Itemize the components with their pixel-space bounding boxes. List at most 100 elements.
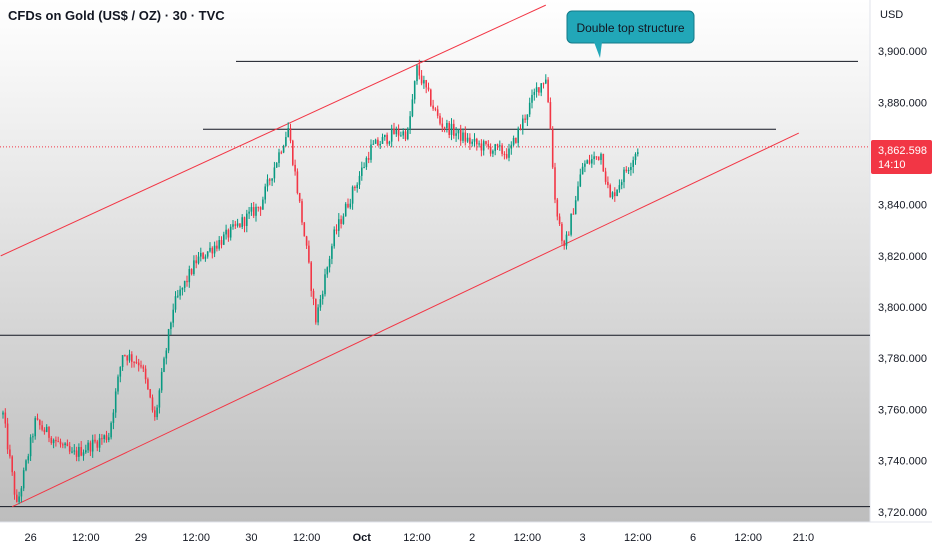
time-axis-background — [0, 522, 932, 550]
candle-body — [593, 156, 595, 160]
candle-body — [200, 252, 202, 257]
candle-body — [190, 269, 193, 275]
candle-body — [365, 158, 368, 168]
candle-body — [259, 207, 262, 210]
candle-body — [441, 123, 444, 128]
candle-body — [275, 162, 278, 168]
candle-body — [250, 207, 253, 212]
candle-body — [137, 362, 140, 366]
candle-body — [614, 192, 616, 197]
candle-body — [457, 129, 460, 134]
candle-body — [55, 439, 57, 442]
candle-body — [436, 109, 439, 116]
candle-body — [68, 446, 71, 452]
candle-body — [140, 365, 142, 367]
candle-body — [453, 123, 455, 136]
candle-body — [11, 456, 13, 473]
candle-body — [45, 426, 48, 433]
candle-body — [241, 217, 243, 227]
candle-body — [395, 129, 398, 135]
candle-body — [280, 152, 283, 154]
candle-body — [384, 134, 386, 138]
x-tick-label: 12:00 — [72, 532, 100, 544]
candle-body — [446, 123, 448, 128]
time-axis[interactable]: 26 12:00 29 12:00 30 12:00 Oct 12:00 2 12:00 3 12:0… — [24, 532, 814, 544]
candle-body — [386, 134, 388, 144]
double-top-callout[interactable]: Double top structure — [566, 10, 695, 58]
price-axis[interactable]: 3,900.000 3,880.000 3,840.000 3,820.000 3,80… — [878, 46, 927, 519]
candle-body — [407, 128, 409, 140]
candle-body — [57, 441, 59, 443]
candle-body — [188, 269, 191, 283]
candle-body — [163, 358, 165, 372]
candle-body — [94, 439, 96, 442]
x-tick-label: 21:0 — [793, 532, 814, 544]
candle-body — [630, 167, 632, 171]
candle-body — [600, 153, 602, 160]
candle-body — [430, 89, 432, 106]
candle-body — [310, 262, 312, 291]
candle-body — [584, 163, 586, 167]
callout-box[interactable] — [566, 10, 695, 44]
candle-body — [27, 456, 30, 461]
x-tick-label: 12:00 — [403, 532, 431, 544]
candle-body — [75, 450, 78, 457]
candle-body — [321, 294, 324, 300]
candle-body — [278, 152, 280, 163]
candle-body — [62, 444, 64, 446]
candle-body — [142, 366, 145, 369]
candle-body — [425, 80, 427, 88]
candle-body — [324, 274, 326, 295]
callout-pointer — [594, 42, 602, 58]
candle-body — [487, 143, 490, 147]
candle-body — [154, 410, 156, 418]
candle-body — [519, 128, 522, 130]
candle-body — [333, 229, 335, 247]
candle-body — [604, 171, 607, 182]
candle-body — [331, 246, 333, 259]
candle-body — [625, 169, 628, 172]
candle-body — [131, 354, 133, 362]
candle-body — [239, 223, 241, 227]
candle-body — [374, 139, 377, 144]
candle-body — [43, 429, 46, 433]
candle-body — [581, 166, 584, 175]
candle-body — [469, 137, 471, 144]
x-tick-label: 29 — [135, 532, 147, 544]
candle-body — [409, 116, 411, 129]
candle-body — [271, 178, 273, 181]
channel-line — [11, 132, 800, 508]
x-tick-label: 12:00 — [293, 532, 321, 544]
candle-body — [455, 133, 457, 136]
candle-body — [232, 224, 234, 227]
candle-body — [565, 234, 568, 246]
x-tick-label: 12:00 — [182, 532, 210, 544]
candle-body — [41, 425, 43, 430]
candle-body — [71, 451, 73, 453]
candle-body — [91, 439, 94, 452]
candle-body — [303, 222, 306, 237]
x-tick-label: 12:00 — [514, 532, 542, 544]
candle-body — [243, 217, 246, 226]
candle-body — [351, 186, 354, 204]
candle-body — [183, 280, 186, 288]
candle-body — [492, 150, 494, 154]
candle-body — [78, 446, 80, 457]
candle-body — [632, 160, 634, 168]
currency-button[interactable]: USD — [880, 9, 904, 21]
candle-body — [340, 219, 342, 224]
candle-body — [609, 185, 611, 198]
candle-body — [602, 153, 605, 172]
candle-body — [554, 167, 556, 200]
candle-body — [400, 135, 402, 137]
candle-body — [236, 223, 239, 226]
candle-body — [616, 189, 618, 197]
candle-body — [473, 138, 476, 142]
candle-body — [29, 437, 32, 457]
candles — [2, 59, 639, 505]
candle-body — [535, 87, 538, 92]
candle-body — [158, 390, 161, 408]
candle-body — [59, 441, 62, 445]
candle-body — [213, 245, 216, 254]
candle-body — [52, 439, 55, 444]
